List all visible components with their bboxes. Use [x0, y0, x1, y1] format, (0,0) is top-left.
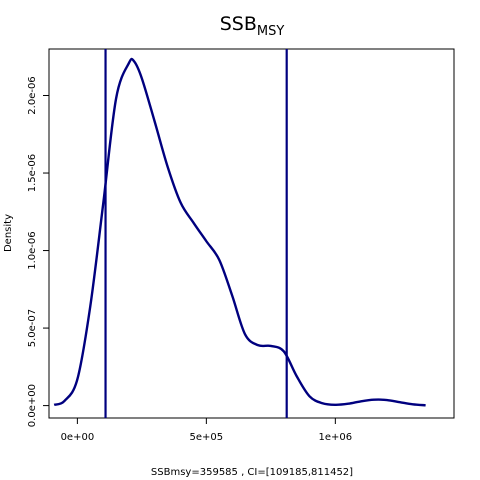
x-tick-label: 1e+06 — [319, 432, 353, 443]
density-curve — [53, 57, 426, 407]
x-axis-label: SSBmsy=359585 , CI=[109185,811452] — [151, 467, 353, 478]
y-tick-label: 1.5e-06 — [27, 154, 38, 192]
x-tick-label: 5e+05 — [190, 432, 224, 443]
y-tick-label: 1.0e-06 — [27, 231, 38, 269]
chart-title-subscript: MSY — [257, 24, 284, 39]
ci-lines — [104, 49, 288, 418]
plot-frame — [48, 48, 455, 419]
y-axis-label: Density — [3, 214, 14, 252]
y-tick-label: 0.0e+00 — [27, 384, 38, 427]
x-tick-label: 0e+00 — [61, 432, 95, 443]
chart-title: SSBMSY — [220, 13, 285, 39]
y-tick-label: 2.0e-06 — [27, 76, 38, 114]
chart-title-main: SSB — [220, 13, 257, 35]
y-tick-label: 5.0e-07 — [27, 309, 38, 347]
axes: 0e+00 5e+05 1e+06 0.0e+00 5.0e-07 1.0e-06 1.5e… — [27, 76, 352, 443]
